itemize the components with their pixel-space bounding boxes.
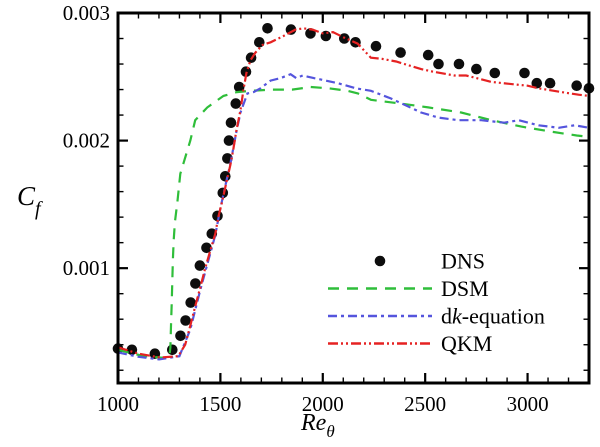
dns-point bbox=[220, 171, 231, 182]
y-tick-label: 0.001 bbox=[63, 256, 110, 280]
series-qkm bbox=[117, 27, 590, 359]
dns-point bbox=[223, 135, 235, 146]
dns-point bbox=[519, 67, 530, 79]
plot-frame bbox=[116, 11, 591, 385]
x-tick-label: 2500 bbox=[404, 392, 446, 416]
legend-label-dns: DNS bbox=[441, 249, 485, 274]
dns-point bbox=[167, 344, 178, 356]
dns-point bbox=[370, 40, 382, 52]
y-tick-label: 0.002 bbox=[63, 129, 110, 153]
legend-item-dns: DNS bbox=[374, 249, 485, 274]
dns-point bbox=[471, 63, 482, 75]
x-tick-label: 1500 bbox=[199, 392, 241, 416]
dns-point bbox=[262, 23, 273, 34]
legend-item-dk-equation: dk-equation bbox=[328, 304, 545, 329]
dns-point bbox=[225, 117, 237, 128]
dns-point bbox=[453, 58, 465, 70]
series-dk-equation bbox=[117, 72, 590, 361]
legend-item-dsm: DSM bbox=[328, 276, 489, 301]
series-dsm-line bbox=[117, 85, 590, 360]
dns-point bbox=[531, 77, 543, 89]
series-layer bbox=[112, 23, 595, 361]
dns-point bbox=[175, 330, 186, 342]
series-dk-equation-line bbox=[117, 72, 590, 361]
dns-point bbox=[433, 58, 444, 70]
legend-label-dsm: DSM bbox=[441, 276, 489, 301]
x-tick-label: 2000 bbox=[302, 392, 344, 416]
x-tick-label: 1000 bbox=[97, 392, 139, 416]
legend-item-qkm: QKM bbox=[328, 331, 492, 356]
y-tick-label: 0.003 bbox=[63, 1, 110, 25]
tick-labels: 1000 1500 2000 2500 3000 0.001 0.002 0.003 bbox=[63, 1, 549, 416]
dns-point bbox=[185, 297, 196, 308]
dns-point bbox=[190, 278, 201, 289]
dns-point bbox=[194, 260, 206, 271]
y-axis-label: Cf bbox=[17, 181, 43, 220]
dns-point bbox=[489, 67, 501, 79]
series-dsm bbox=[117, 85, 590, 360]
x-tick-label: 3000 bbox=[507, 392, 549, 416]
dns-point bbox=[233, 81, 245, 93]
dns-point bbox=[544, 77, 556, 89]
dns-point bbox=[395, 47, 406, 58]
dns-point bbox=[126, 344, 138, 356]
dns-point bbox=[230, 98, 242, 109]
legend-label-qkm: QKM bbox=[441, 331, 492, 356]
legend-marker-dns bbox=[374, 255, 386, 267]
dns-point bbox=[180, 315, 191, 326]
dns-point bbox=[571, 80, 582, 91]
x-axis-label: Reθ bbox=[300, 410, 335, 441]
legend-label-dk-equation: dk-equation bbox=[441, 304, 545, 329]
series-qkm-line bbox=[117, 27, 590, 359]
dns-point bbox=[422, 49, 434, 61]
dns-point bbox=[201, 242, 212, 254]
